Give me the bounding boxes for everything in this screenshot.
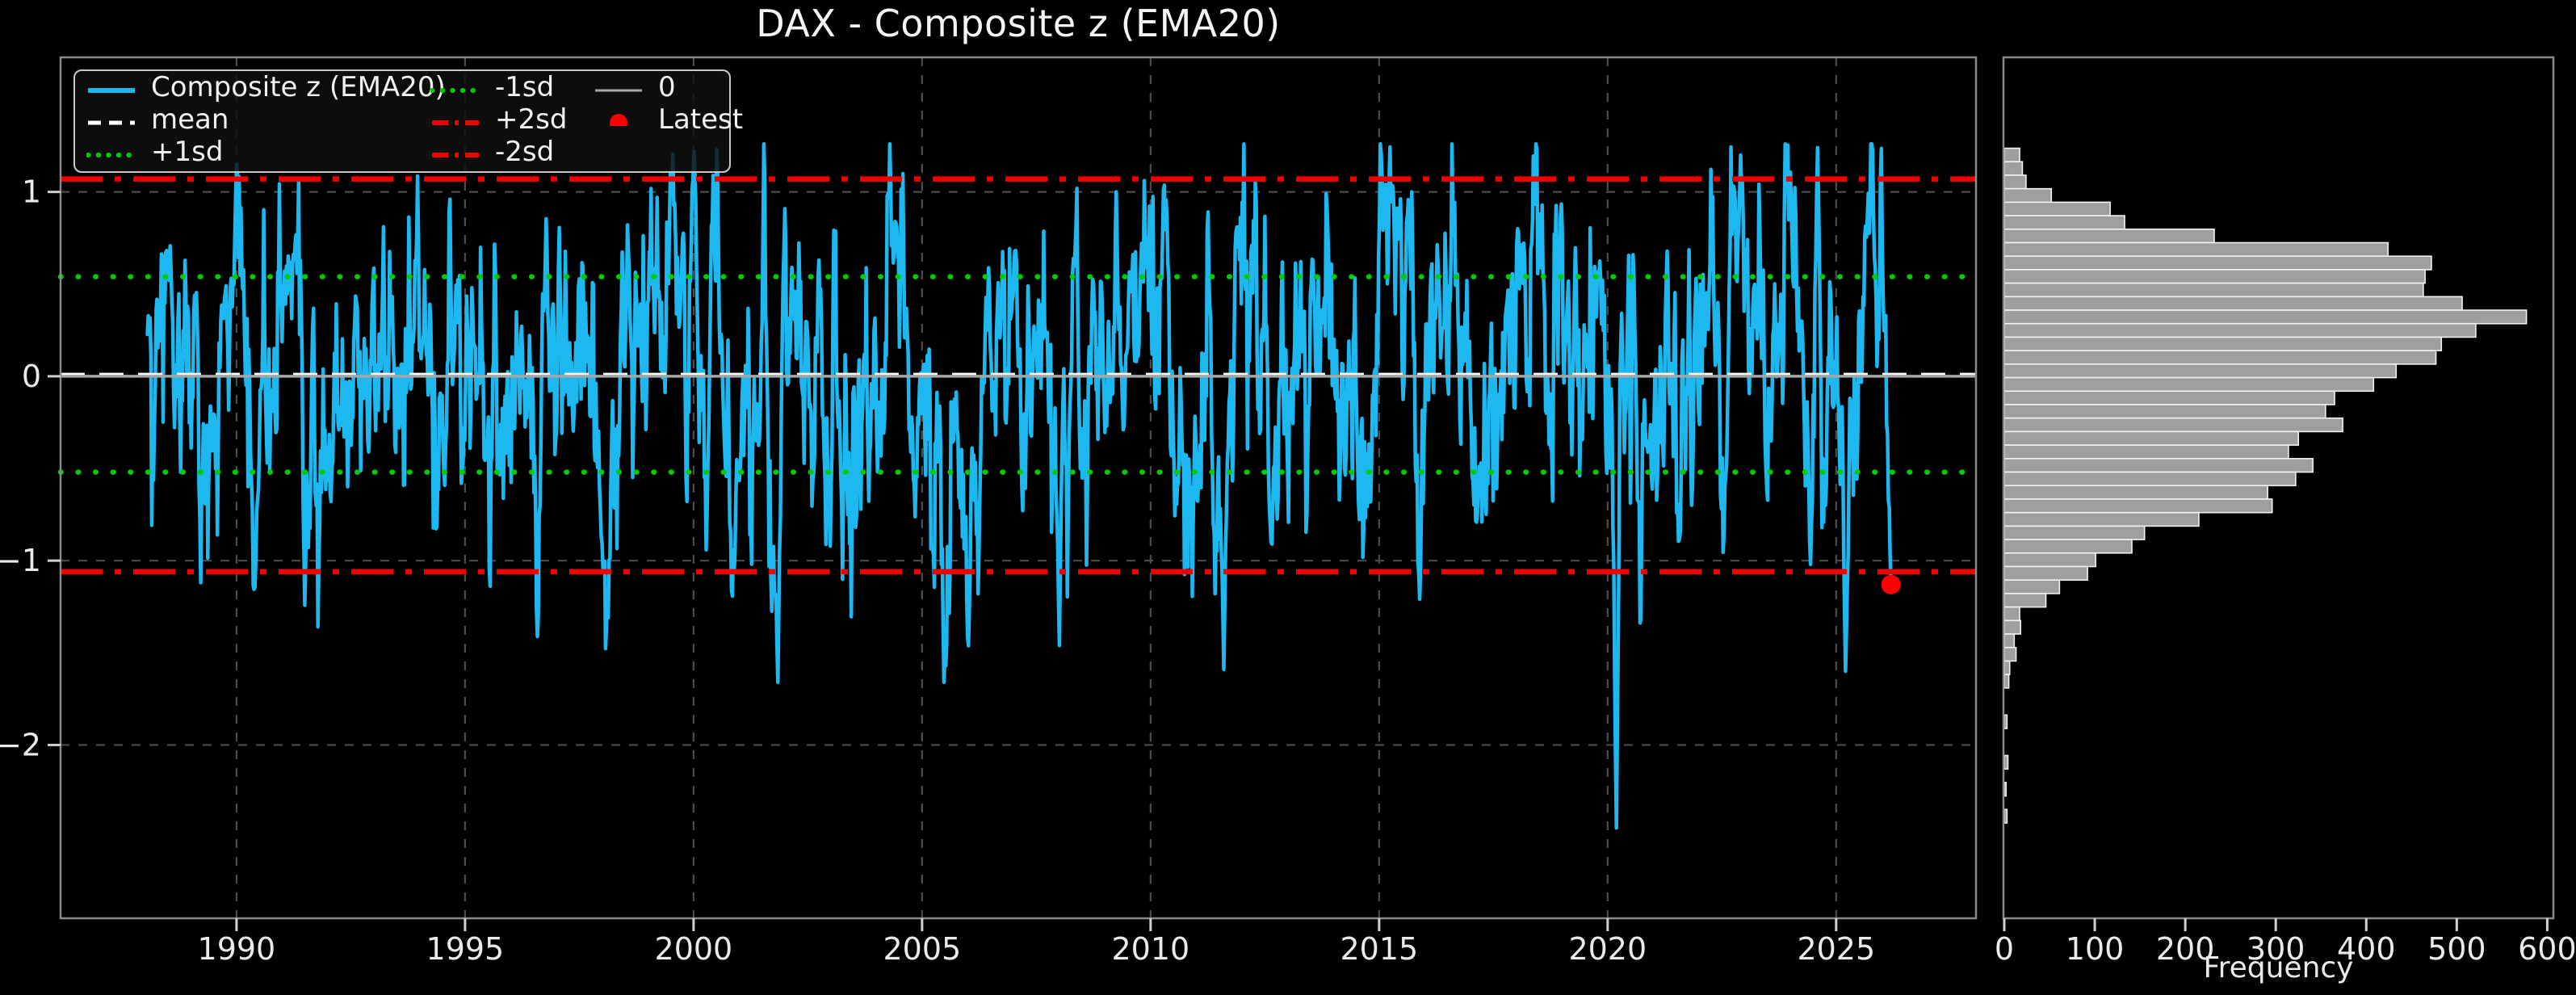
hist-bar	[2003, 660, 2011, 675]
hist-bar	[2003, 619, 2021, 635]
latest-marker-sample	[610, 114, 627, 126]
legend: Composite z (EMA20) mean +1sd -1sd +2sd -2sd 0…	[73, 69, 743, 173]
legend-label: 0	[658, 71, 676, 103]
x-tick-label: 2005	[883, 931, 962, 967]
hist-bar	[2003, 309, 2528, 325]
hist-bar	[2003, 458, 2314, 473]
hist-x-tick-label: 0	[1995, 931, 2014, 967]
hist-bar	[2003, 390, 2335, 405]
hist-x-tick-label: 300	[2247, 931, 2305, 967]
hist-bar	[2003, 714, 2008, 729]
legend-entry: +1sd	[86, 136, 224, 168]
legend-entry: -1sd	[430, 71, 555, 103]
latest-marker	[1881, 574, 1901, 594]
hist-bar	[2003, 674, 2010, 689]
hist-bar	[2003, 336, 2443, 351]
chart-title: DAX - Composite z (EMA20)	[756, 2, 1281, 45]
hist-bar	[2003, 269, 2426, 284]
y-tick-label: 1	[22, 174, 41, 210]
hist-bar	[2003, 417, 2343, 433]
hist-bar	[2003, 808, 2008, 824]
x-tick-label: 1990	[198, 931, 276, 967]
legend-line-sample	[432, 120, 479, 125]
hist-bar	[2003, 444, 2289, 460]
x-tick-label: 2015	[1340, 931, 1418, 967]
hist-bar	[2003, 350, 2437, 365]
hist-bar	[2003, 579, 2061, 594]
hist-bar	[2003, 498, 2273, 514]
hist-bar	[2003, 552, 2096, 568]
legend-line-sample	[86, 153, 136, 157]
composite-z-line	[145, 142, 1893, 830]
latest-dot-icon	[610, 114, 627, 126]
hist-bar	[2003, 215, 2125, 230]
hist-x-tick-label: 100	[2066, 931, 2125, 967]
hist-bar	[2003, 565, 2088, 581]
hist-bar	[2003, 241, 2389, 258]
hist-plot-border	[2002, 56, 2555, 920]
hist-bar	[2003, 525, 2146, 540]
legend-line-sample	[88, 88, 135, 93]
legend-line-sample	[432, 153, 479, 157]
legend-label: mean	[151, 103, 229, 136]
frequency-axis-label: Frequency	[2203, 951, 2354, 985]
hist-bar	[2003, 539, 2133, 554]
x-tick-label: 1995	[426, 931, 505, 967]
hist-bar	[2003, 606, 2020, 622]
hist-bar	[2003, 161, 2024, 176]
hist-bar	[2003, 633, 2016, 649]
hist-bar	[2003, 296, 2463, 311]
legend-line-sample	[595, 89, 642, 92]
hist-bar	[2003, 646, 2017, 662]
legend-label: -2sd	[495, 136, 555, 168]
hist-bar	[2003, 404, 2326, 419]
hist-bar	[2003, 485, 2268, 500]
y-tick-label: −2	[0, 727, 41, 762]
legend-entry: -2sd	[430, 136, 555, 168]
hist-bar	[2003, 255, 2432, 271]
hist-bar	[2003, 511, 2200, 527]
hist-x-tick-label: 200	[2156, 931, 2215, 967]
hist-bar	[2003, 376, 2375, 393]
x-tick-label: 2010	[1111, 931, 1189, 967]
legend-label: +1sd	[151, 136, 224, 168]
hist-x-tick-label: 400	[2337, 931, 2396, 967]
legend-entry: Latest	[594, 103, 744, 136]
y-tick-label: 0	[22, 359, 41, 394]
legend-label: Latest	[658, 103, 744, 136]
x-tick-label: 2000	[655, 931, 733, 967]
hist-bar	[2003, 363, 2398, 379]
legend-label: -1sd	[495, 71, 555, 103]
x-tick-label: 2020	[1568, 931, 1647, 967]
hist-bar	[2003, 147, 2020, 163]
legend-line-sample	[430, 88, 480, 93]
legend-entry: mean	[86, 103, 229, 136]
legend-entry: 0	[594, 71, 676, 103]
hist-bar	[2003, 282, 2424, 298]
hist-bar	[2003, 322, 2477, 338]
hist-bar	[2003, 228, 2215, 244]
hist-bar	[2003, 174, 2027, 190]
y-tick-label: −1	[0, 543, 41, 578]
legend-line-sample	[88, 120, 135, 125]
hist-bar	[2003, 187, 2053, 204]
legend-entry: +2sd	[430, 103, 568, 136]
main-plot-border	[59, 56, 1978, 920]
hist-bar	[2003, 471, 2297, 487]
x-tick-label: 2025	[1797, 931, 1875, 967]
hist-x-tick-label: 500	[2427, 931, 2486, 967]
legend-entry: Composite z (EMA20)	[86, 71, 446, 103]
legend-label: +2sd	[495, 103, 568, 136]
legend-label: Composite z (EMA20)	[151, 71, 446, 103]
hist-bar	[2003, 201, 2111, 216]
hist-bar	[2003, 593, 2047, 608]
hist-x-tick-label: 600	[2518, 931, 2576, 967]
hist-bar	[2003, 782, 2008, 797]
hist-bar	[2003, 754, 2009, 770]
hist-bar	[2003, 430, 2300, 446]
